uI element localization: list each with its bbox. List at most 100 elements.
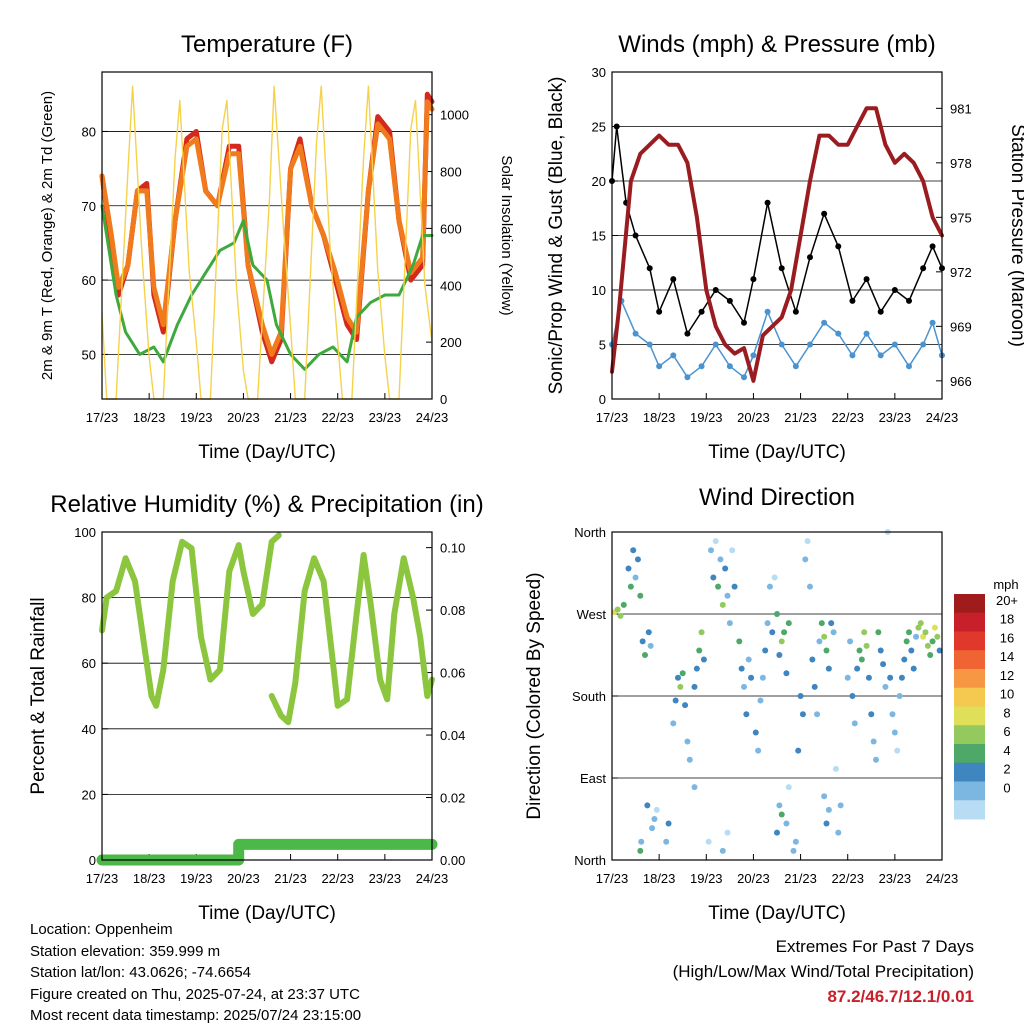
chart-0-ylabel: 2m & 9m T (Red, Orange) & 2m Td (Green) [39,91,56,380]
station-info: Location: Oppenheim Station elevation: 3… [30,919,361,1027]
chart-3-xtick-label: 24/23 [926,871,959,886]
chart-3-ytick-label: South [572,689,606,704]
chart-2-xtick-label: 20/23 [227,871,260,886]
chart-3-point [776,652,783,658]
chart-1-series-0-point [764,308,771,315]
chart-1-series-1-point [792,308,799,315]
chart-1-series-0-point [821,319,828,326]
chart-0-y2tick-label: 200 [440,335,462,350]
chart-3-point [724,829,731,836]
chart-1-series-1-point [863,276,870,283]
chart-3-point [783,670,790,677]
chart-1-y2label: Station Pressure (Maroon) [1007,124,1024,347]
chart-2-y2tick-label: 0.06 [440,666,465,681]
chart-1-ytick-label: 30 [592,65,606,80]
colorbar-swatch [954,669,985,689]
chart-1-ytick-label: 0 [599,392,606,407]
chart-3-point [637,592,644,599]
chart-0-xtick-label: 23/23 [369,410,402,425]
chart-3-point [891,729,898,736]
chart-3-point [639,638,646,645]
chart-3-point [807,583,813,590]
chart-2-title: Relative Humidity (%) & Precipitation (i… [50,491,483,518]
colorbar-swatch [954,612,985,632]
chart-2-ytick-label: 80 [82,591,96,606]
chart-3-point [825,665,832,672]
chart-3-point [804,538,811,545]
chart-3-point [847,638,854,645]
chart-0-y2tick-label: 800 [440,165,462,180]
chart-1-series-1-point [712,287,719,293]
chart-3-point [719,601,726,608]
colorbar-tick-label: 8 [1003,705,1010,720]
chart-3-point [821,633,828,640]
chart-3-point [814,711,821,718]
chart-3-point [858,656,865,663]
chart-3-point [649,825,656,832]
chart-1-ytick-label: 15 [592,229,606,244]
chart-0-ytick-label: 70 [82,199,96,214]
colorbar-swatch [954,762,985,782]
chart-3-point [693,665,700,672]
chart-1-series-0-point [670,352,677,359]
chart-3-point [620,601,627,608]
chart-2-xtick-label: 21/23 [274,871,307,886]
chart-1-series-0-point [712,341,719,348]
chart-1-series-0-point [698,363,705,370]
chart-3-point [651,816,658,822]
chart-3-point [764,620,771,627]
chart-3-point [783,820,790,827]
location-text: Location: Oppenheim [30,921,173,938]
chart-3-xtick-label: 17/23 [596,871,629,886]
colorbar-label: mph [993,577,1018,592]
chart-2-xlabel: Time (Day/UTC) [198,903,336,924]
chart-3-point [682,702,689,709]
chart-3-point [762,647,769,654]
chart-3-point [915,624,922,631]
chart-3-point [717,556,724,563]
chart-3-ytick-label: North [574,853,606,868]
chart-3-point [868,711,875,718]
chart-1-series-0-point [891,341,898,348]
chart-3-point [684,738,691,745]
chart-3-point [672,697,679,704]
colorbar-swatch [954,725,985,745]
chart-2-series-2 [96,838,438,866]
chart-3-point [700,656,707,663]
chart-1-series-0-point [906,363,912,370]
chart-3-point [818,620,825,627]
chart-3-point [679,670,686,677]
colorbar-tick-label: 18 [1000,612,1014,627]
chart-3-point [873,756,879,763]
chart-3-point [653,806,660,813]
extremes-values: 87.2/46.7/12.1/0.01 [827,987,974,1006]
chart-1-xtick-label: 18/23 [643,410,676,425]
chart-1-xtick-label: 21/23 [784,410,817,425]
colorbar-swatch [954,781,985,801]
chart-1-series-0-point [726,363,733,370]
chart-1-series-0-point [750,352,757,359]
chart-3-point [675,674,681,681]
chart-3-point [729,547,736,554]
chart-0-xtick-label: 21/23 [274,410,307,425]
chart-3-point [816,638,823,645]
chart-1-title: Winds (mph) & Pressure (mb) [618,31,935,58]
chart-1-series-0-point [929,319,936,326]
chart-3-point [792,838,799,845]
chart-3-point [936,647,943,654]
chart-3-xtick-label: 20/23 [737,871,770,886]
chart-0-xtick-label: 18/23 [133,410,166,425]
chart-3-point [759,674,766,681]
chart-1-y2tick-label: 969 [950,319,972,334]
chart-1-series-1-point [807,254,813,261]
chart-3-point [934,633,941,640]
chart-3-xtick-label: 21/23 [784,871,817,886]
chart-0-y2tick-label: 1000 [440,108,469,123]
chart-2-y2tick-label: 0.08 [440,603,465,618]
chart-3-point [906,629,912,636]
chart-3-point [851,720,858,727]
extremes-panel: Extremes For Past 7 Days (High/Low/Max W… [673,934,974,1009]
chart-3-xtick-label: 18/23 [643,871,676,886]
chart-3-point [776,802,783,809]
chart-3-ytick-label: North [574,525,606,540]
